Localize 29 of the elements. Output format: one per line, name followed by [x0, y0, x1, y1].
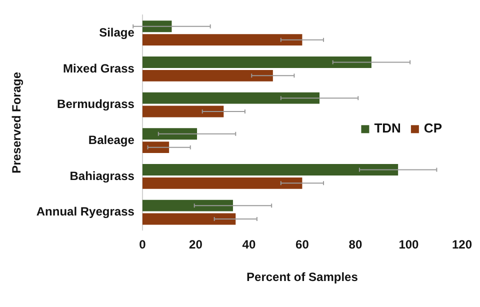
y-axis-title: Preserved Forage [10, 72, 24, 174]
x-tick-label: 20 [189, 238, 203, 252]
bar [142, 20, 172, 32]
bar [142, 177, 302, 189]
legend-label: CP [424, 120, 442, 136]
bar [142, 106, 224, 118]
y-tick-label: Bermudgrass [57, 97, 135, 112]
bar [142, 213, 236, 225]
bar [142, 142, 170, 154]
x-axis-title: Percent of Samples [246, 270, 358, 284]
bar [142, 164, 398, 176]
bar [142, 70, 273, 82]
y-tick-label: Mixed Grass [63, 61, 135, 76]
bar [142, 92, 320, 104]
x-tick-label: 100 [398, 238, 420, 252]
x-tick-label: 40 [242, 238, 256, 252]
bar [142, 200, 233, 212]
y-tick-label: Bahiagrass [70, 168, 135, 183]
bar [142, 34, 302, 46]
bar [142, 56, 372, 68]
legend-label: TDN [374, 120, 401, 136]
y-tick-label: Baleage [88, 132, 135, 147]
x-tick-label: 60 [296, 238, 310, 252]
y-tick-label: Silage [99, 25, 135, 40]
x-tick-label: 80 [348, 238, 362, 252]
bar [142, 128, 198, 140]
x-tick-label: 0 [139, 238, 146, 252]
y-tick-label: Annual Ryegrass [36, 204, 135, 219]
x-tick-label: 120 [452, 238, 472, 252]
